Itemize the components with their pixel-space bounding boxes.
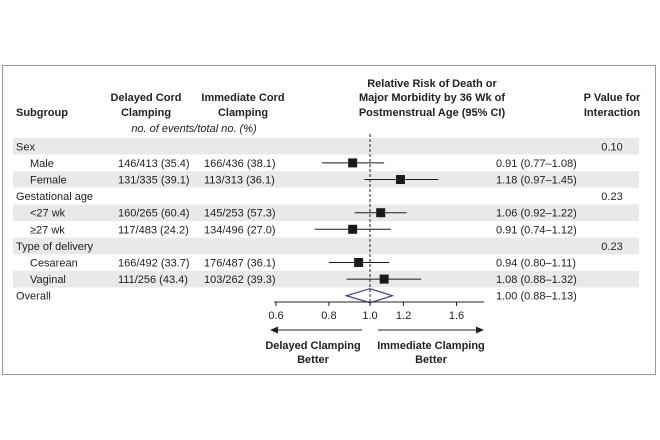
- favors-left-arrowhead: [270, 326, 278, 334]
- favors-left-line2: Better: [297, 354, 330, 366]
- row-band: [13, 237, 639, 255]
- figure-frame: [2, 65, 656, 375]
- rr-ci-text: 0.91 (0.77–1.08): [496, 158, 577, 170]
- favors-right-line1: Immediate Clamping: [377, 340, 485, 352]
- delayed-events: 131/335 (39.1): [118, 175, 190, 187]
- x-tick-label: 0.6: [268, 310, 283, 322]
- rr-ci-text: 1.08 (0.88–1.32): [496, 274, 577, 286]
- subgroup-label: Female: [30, 175, 67, 187]
- immediate-events: 134/496 (27.0): [204, 224, 276, 236]
- rr-ci-text: 1.00 (0.88–1.13): [496, 291, 577, 303]
- subgroup-label: Vaginal: [30, 274, 66, 286]
- rr-ci-text: 0.94 (0.80–1.11): [496, 258, 576, 270]
- row-band: [13, 171, 639, 188]
- p-value: 0.10: [601, 141, 622, 153]
- immediate-events: 103/262 (39.3): [204, 274, 276, 286]
- category-label: Sex: [16, 141, 35, 153]
- subgroup-label: Male: [30, 158, 54, 170]
- subgroup-header: Subgroup: [16, 107, 68, 119]
- events-note: no. of events/total no. (%): [131, 123, 257, 135]
- row-band: [13, 204, 639, 221]
- x-tick-label: 1.2: [396, 310, 411, 322]
- delayed-events: 166/492 (33.7): [118, 258, 190, 270]
- point-estimate-marker: [348, 158, 358, 168]
- row-labels: Sex 0.10 Male 146/413 (35.4) 166/436 (38.1) 0…: [16, 141, 623, 302]
- delayed-events: 111/256 (43.4): [118, 274, 188, 286]
- subgroup-label: ≥27 wk: [30, 224, 65, 236]
- rr-header-line2: Major Morbidity by 36 Wk of: [359, 92, 505, 104]
- favors-right-arrowhead: [476, 326, 484, 334]
- x-axis: 0.6 0.8 1.0 1.2 1.6: [268, 301, 484, 322]
- plot-area: [314, 134, 439, 304]
- rr-ci-text: 0.91 (0.74–1.12): [496, 224, 577, 236]
- rr-header-line3: Postmenstrual Age (95% CI): [359, 107, 506, 119]
- rr-ci-text: 1.18 (0.97–1.45): [496, 175, 577, 187]
- point-estimate-marker: [376, 208, 386, 218]
- p-header-line1: P Value for: [584, 92, 641, 104]
- x-tick-label: 0.8: [321, 310, 336, 322]
- row-band: [13, 138, 639, 155]
- overall-label: Overall: [16, 291, 51, 303]
- p-header-line2: Interaction: [584, 107, 641, 119]
- x-tick-label: 1.0: [362, 310, 377, 322]
- subgroup-label: <27 wk: [30, 208, 66, 220]
- point-estimate-marker: [395, 175, 405, 184]
- point-estimate-marker: [354, 258, 364, 267]
- immediate-events: 176/487 (36.1): [204, 258, 276, 270]
- favors-right-line2: Better: [415, 354, 448, 366]
- delayed-events: 160/265 (60.4): [118, 208, 190, 220]
- rr-ci-text: 1.06 (0.92–1.22): [496, 208, 577, 220]
- delayed-events: 146/413 (35.4): [118, 158, 190, 170]
- immediate-header-line1: Immediate Cord: [201, 92, 284, 104]
- row-band: [13, 270, 639, 288]
- category-label: Gestational age: [16, 191, 93, 203]
- p-value: 0.23: [601, 191, 622, 203]
- point-estimate-marker: [379, 274, 389, 284]
- row-bands: [13, 138, 639, 288]
- delayed-header-line1: Delayed Cord: [111, 92, 182, 104]
- x-tick-label: 1.6: [449, 310, 464, 322]
- immediate-events: 166/436 (38.1): [204, 158, 276, 170]
- delayed-header-line2: Clamping: [121, 107, 171, 119]
- immediate-header-line2: Clamping: [218, 107, 268, 119]
- point-estimate-marker: [348, 224, 358, 234]
- rr-header-line1: Relative Risk of Death or: [367, 78, 497, 90]
- p-value: 0.23: [601, 241, 622, 253]
- subgroup-label: Cesarean: [30, 258, 78, 270]
- favors-left-line1: Delayed Clamping: [265, 340, 360, 352]
- immediate-events: 145/253 (57.3): [204, 208, 276, 220]
- delayed-events: 117/483 (24.2): [118, 224, 189, 236]
- category-label: Type of delivery: [16, 241, 94, 253]
- overall-diamond: [344, 288, 395, 304]
- immediate-events: 113/313 (36.1): [204, 175, 275, 187]
